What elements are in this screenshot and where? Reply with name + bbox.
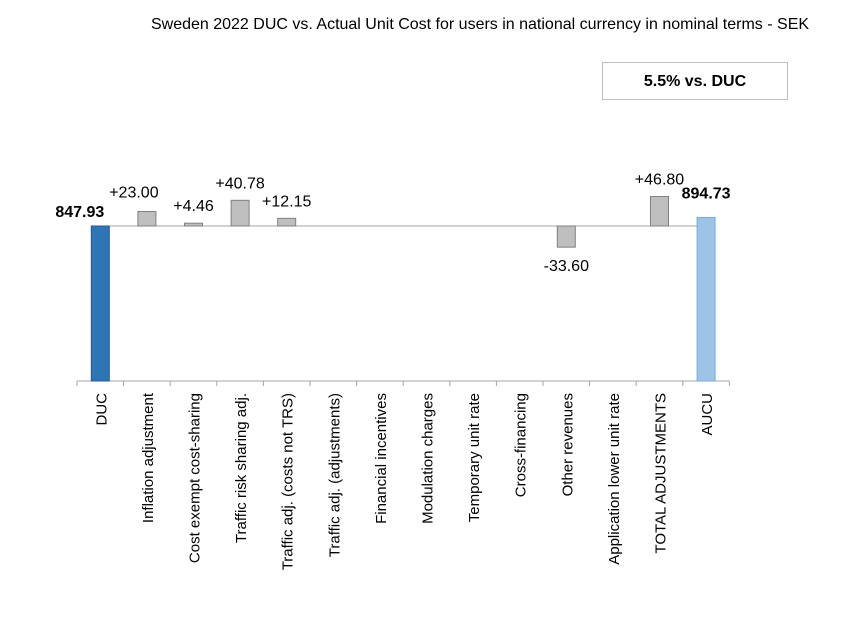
data-label-cost-exempt-cost-sharing: +4.46 (173, 198, 214, 215)
data-label-other-revenues: -33.60 (544, 258, 589, 275)
x-tick-label-total-adjustments: TOTAL ADJUSTMENTS (653, 393, 670, 554)
x-tick-label-inflation-adjustment: Inflation adjustment (140, 392, 157, 523)
data-label-total-adjustments: +46.80 (635, 172, 684, 189)
data-label-traffic-adj-costs-not-trs: +12.15 (262, 193, 311, 210)
chart-title: Sweden 2022 DUC vs. Actual Unit Cost for… (150, 16, 810, 33)
bar-total-adjustments (650, 196, 669, 227)
data-label-traffic-risk-sharing-adj: +40.78 (215, 175, 264, 192)
x-tick-label-financial-incentives: Financial incentives (373, 393, 390, 524)
x-tick-label-cost-exempt-cost-sharing: Cost exempt cost-sharing (187, 393, 204, 563)
x-tick-label-other-revenues: Other revenues (559, 393, 576, 496)
data-label-aucu: 894.73 (682, 185, 731, 202)
x-tick-label-cross-financing: Cross-financing (513, 393, 530, 497)
x-tick-label-duc: DUC (93, 393, 110, 426)
x-tick-label-traffic-adj-costs-not-trs: Traffic adj. (costs not TRS) (280, 393, 297, 570)
data-label-duc: 847.93 (55, 204, 104, 221)
bar-traffic-adj-costs-not-trs (277, 217, 297, 227)
x-tick-label-traffic-risk-sharing-adj: Traffic risk sharing adj. (233, 393, 250, 543)
x-tick-label-application-lower-unit-rate: Application lower unit rate (606, 393, 623, 565)
bar-cost-exempt-cost-sharing (184, 222, 203, 227)
x-tick-label-traffic-adj-adjustments: Traffic adj. (adjustments) (326, 393, 343, 557)
difference-badge: 5.5% vs. DUC (602, 62, 788, 100)
bar-duc (90, 225, 110, 382)
bar-traffic-risk-sharing-adj (230, 199, 250, 227)
bar-other-revenues (556, 225, 576, 248)
bar-inflation-adjustment (137, 211, 157, 227)
x-tick-label-temporary-unit-rate: Temporary unit rate (466, 393, 483, 522)
x-tick-label-modulation-charges: Modulation charges (420, 393, 437, 524)
bar-aucu (696, 216, 716, 382)
data-label-inflation-adjustment: +23.00 (109, 185, 158, 202)
x-tick-label-aucu: AUCU (699, 393, 716, 436)
